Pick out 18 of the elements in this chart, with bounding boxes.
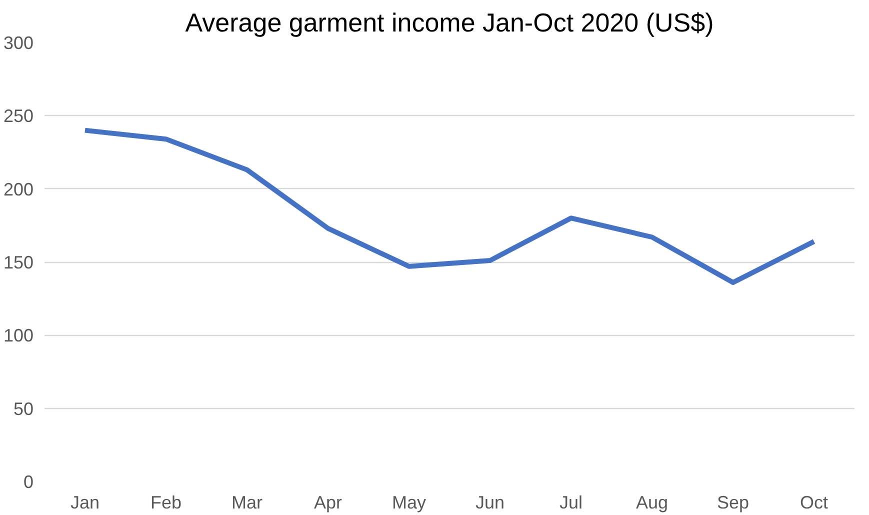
x-tick-label: Sep	[716, 492, 750, 512]
y-tick-label: 100	[3, 326, 34, 346]
x-tick-label: Jun	[475, 492, 505, 512]
y-tick-label: 150	[3, 252, 34, 272]
x-tick-label: Feb	[150, 492, 182, 512]
x-tick-label: Apr	[314, 492, 342, 512]
x-tick-label: Oct	[800, 492, 828, 512]
y-tick-label: 0	[23, 472, 34, 492]
x-tick-label: Jan	[70, 492, 100, 512]
y-tick-label: 50	[13, 398, 34, 419]
x-tick-label: Mar	[232, 492, 263, 512]
y-tick-label: 200	[3, 179, 34, 200]
x-tick-label: Jul	[559, 492, 583, 512]
y-tick-label: 300	[3, 33, 34, 53]
chart-title: Average garment income Jan-Oct 2020 (US$)	[185, 8, 714, 38]
y-tick-label: 250	[3, 106, 34, 126]
x-tick-label: Aug	[636, 492, 668, 512]
x-tick-label: May	[392, 492, 426, 512]
